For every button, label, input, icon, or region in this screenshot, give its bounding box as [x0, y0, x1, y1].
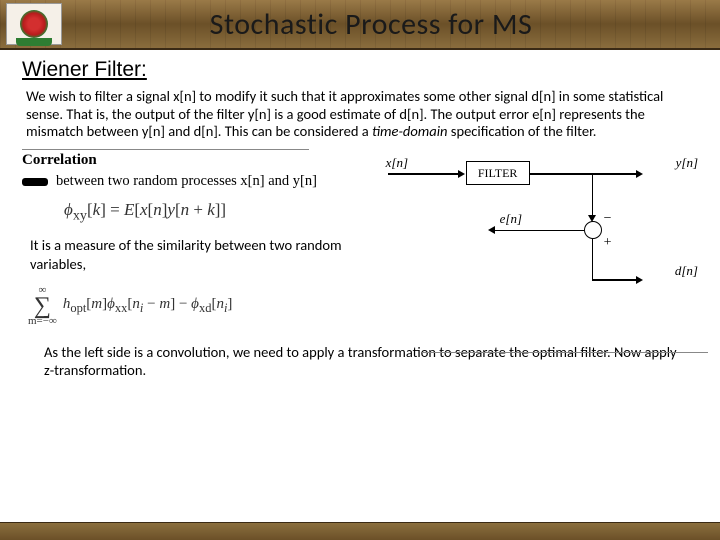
intro-italic: time-domain: [372, 122, 448, 140]
plus-sign: +: [604, 235, 612, 251]
sum-lower: m=−∞: [28, 316, 57, 327]
slide-header: Stochastic Process for MS: [0, 0, 720, 50]
correlation-equation: ϕxy[k] = E[x[n]y[n + k]]: [22, 200, 364, 224]
bullet-icon: [22, 178, 48, 186]
filter-block-diagram: x[n] FILTER y[n] − + e[n]: [382, 155, 698, 297]
sum-body: hopt[m]ϕxx[ni − m] − ϕxd[ni]: [63, 296, 233, 316]
summing-node: [584, 221, 602, 239]
label-yout: y[n]: [676, 155, 698, 171]
correlation-heading: Correlation: [22, 152, 364, 169]
filter-box: FILTER: [466, 161, 530, 185]
correlation-bullet: between two random processes x[n] and y[…: [22, 173, 364, 190]
label-din: d[n]: [675, 263, 698, 279]
label-xin: x[n]: [386, 155, 408, 171]
closing-paragraph: As the left side is a convolution, we ne…: [22, 343, 698, 379]
slide-title: Stochastic Process for MS: [62, 6, 720, 43]
university-logo: [6, 3, 62, 45]
intro-text-2: specification of the filter.: [448, 122, 597, 140]
measure-text: It is a measure of the similarity betwee…: [22, 236, 364, 272]
section-heading: Wiener Filter:: [22, 58, 698, 82]
intro-paragraph: We wish to filter a signal x[n] to modif…: [22, 88, 698, 141]
correlation-bullet-text: between two random processes x[n] and y[…: [56, 173, 317, 190]
label-eout: e[n]: [500, 211, 522, 227]
minus-sign: −: [604, 211, 612, 227]
slide-content: Wiener Filter: We wish to filter a signa…: [0, 50, 720, 379]
correlation-box: Correlation between two random processes…: [22, 149, 364, 224]
slide-footer: [0, 522, 720, 540]
sum-equation: ∞ ∑ m=−∞ hopt[m]ϕxx[ni − m] − ϕxd[ni]: [22, 285, 364, 327]
